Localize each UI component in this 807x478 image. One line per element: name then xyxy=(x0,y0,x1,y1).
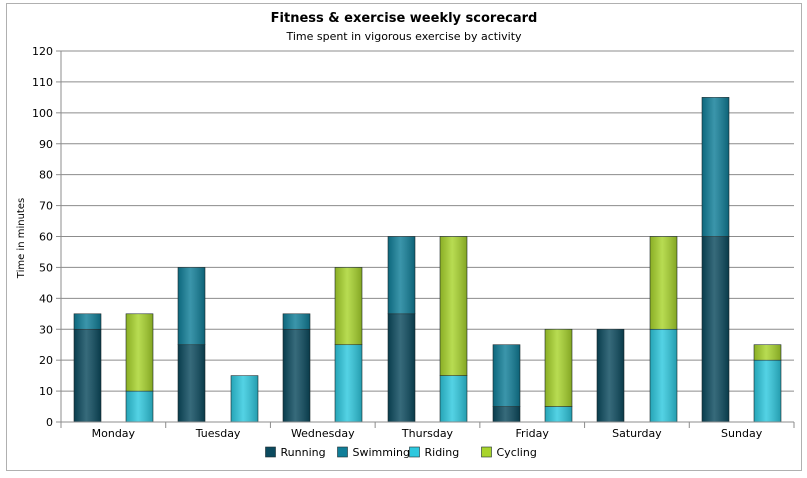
gridlines xyxy=(61,50,794,392)
legend-swatch-riding xyxy=(409,446,420,458)
y-tick-label: 90 xyxy=(39,138,53,151)
y-tick-label: 40 xyxy=(39,292,53,305)
bars xyxy=(73,97,782,423)
legend-label-cycling: Cycling xyxy=(497,446,537,459)
bar-shading xyxy=(754,344,781,361)
chart-title: Fitness & exercise weekly scorecard xyxy=(270,11,538,26)
bar-shading xyxy=(754,360,781,422)
bar-shading xyxy=(388,313,415,422)
chart-subtitle: Time spent in vigorous exercise by activ… xyxy=(286,30,522,43)
bar-shading xyxy=(74,329,101,422)
x-tick-label: Saturday xyxy=(612,427,662,440)
bar-shading xyxy=(231,375,258,422)
bar-shading xyxy=(440,375,467,422)
y-tick-label: 80 xyxy=(39,169,53,182)
x-tick-label: Tuesday xyxy=(195,427,241,440)
y-tick-label: 0 xyxy=(46,416,53,429)
legend-swatch-running xyxy=(265,446,276,458)
bar-shading xyxy=(283,329,310,422)
x-tick-label: Thursday xyxy=(401,427,454,440)
bar-shading xyxy=(126,391,153,422)
bar-shading xyxy=(440,236,467,376)
y-tick-label: 120 xyxy=(32,45,53,58)
bar-shading xyxy=(283,313,310,330)
bar-shading xyxy=(388,236,415,314)
bar-shading xyxy=(126,313,153,392)
bar-shading xyxy=(702,97,729,237)
legend-swatch-swimming xyxy=(337,446,348,458)
x-tick-label: Wednesday xyxy=(291,427,355,440)
x-tick-label: Monday xyxy=(92,427,136,440)
bar-shading xyxy=(178,267,205,345)
y-tick-label: 30 xyxy=(39,323,53,336)
bar-shading xyxy=(545,329,572,407)
bar-shading xyxy=(74,313,101,330)
bar-shading xyxy=(335,267,362,345)
legend-label-riding: Riding xyxy=(425,446,460,459)
x-tick-label: Sunday xyxy=(721,427,763,440)
bar-shading xyxy=(545,406,572,422)
y-tick-label: 10 xyxy=(39,385,53,398)
legend-label-swimming: Swimming xyxy=(353,446,410,459)
y-tick-label: 70 xyxy=(39,200,53,213)
y-tick-label: 50 xyxy=(39,261,53,274)
x-axis: Monday Tuesday Wednesday Thursday Friday Satu… xyxy=(60,421,795,440)
y-axis: 0 10 20 30 40 50 60 70 80 90 100 110 120 xyxy=(32,45,62,429)
y-tick-label: 100 xyxy=(32,107,53,120)
y-tick-label: 20 xyxy=(39,354,53,367)
y-axis-label: Time in minutes xyxy=(16,198,27,279)
legend-label-running: Running xyxy=(281,446,326,459)
bar-shading xyxy=(335,344,362,422)
y-tick-label: 110 xyxy=(32,76,53,89)
legend: Running Swimming Riding Cycling xyxy=(265,446,537,459)
x-tick-label: Friday xyxy=(516,427,550,440)
bar-shading xyxy=(493,344,520,407)
bar-shading xyxy=(178,344,205,422)
bar-shading xyxy=(702,236,729,422)
bar-shading xyxy=(650,329,677,422)
legend-swatch-cycling xyxy=(481,446,492,458)
bar-shading xyxy=(493,406,520,422)
y-tick-label: 60 xyxy=(39,231,53,244)
bar-shading xyxy=(597,329,624,422)
bar-shading xyxy=(650,236,677,330)
